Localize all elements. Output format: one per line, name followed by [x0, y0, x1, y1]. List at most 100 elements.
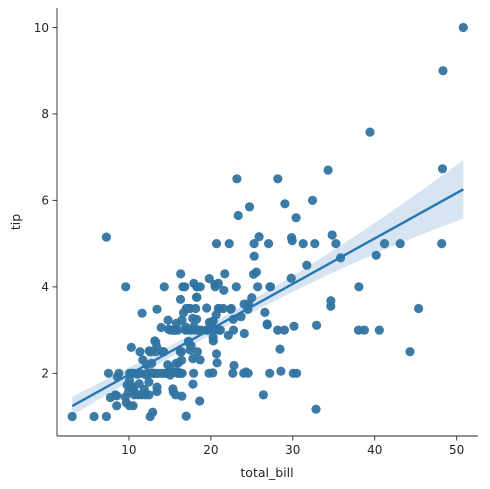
data-point — [228, 368, 238, 378]
x-ticks: 10 20 30 40 50 — [121, 436, 464, 457]
data-point — [311, 404, 321, 414]
data-point — [101, 411, 111, 422]
data-point — [273, 325, 283, 335]
data-point — [298, 239, 308, 249]
data-point — [121, 282, 131, 292]
data-point — [249, 239, 259, 249]
data-point — [128, 401, 138, 411]
data-point — [279, 325, 289, 335]
x-tick-label: 20 — [203, 443, 218, 457]
data-point — [323, 165, 333, 175]
data-point — [287, 236, 297, 246]
data-point — [233, 210, 243, 221]
data-point — [213, 278, 223, 288]
data-point — [228, 325, 239, 335]
y-tick-label: 4 — [41, 280, 49, 294]
data-point — [359, 325, 369, 335]
data-point — [188, 354, 198, 364]
data-point — [260, 307, 270, 317]
x-axis-label: total_bill — [240, 465, 293, 480]
data-point — [219, 285, 229, 295]
data-point — [103, 368, 114, 378]
data-point — [232, 174, 242, 184]
data-point — [177, 368, 187, 378]
data-point — [163, 315, 173, 325]
data-point — [247, 293, 257, 303]
data-point — [177, 355, 187, 365]
data-point — [231, 282, 241, 292]
x-tick-label: 40 — [367, 443, 382, 457]
plot-area — [67, 22, 468, 422]
data-point — [224, 239, 234, 249]
data-point — [302, 260, 312, 270]
y-axis-label: tip — [8, 214, 23, 230]
data-point — [327, 230, 337, 240]
data-point — [191, 303, 201, 314]
data-point — [211, 349, 222, 359]
data-point — [273, 174, 283, 184]
data-point — [189, 368, 199, 378]
data-point — [280, 199, 290, 209]
y-tick-label: 6 — [41, 194, 49, 208]
data-point — [264, 239, 274, 249]
data-point — [253, 282, 263, 292]
data-point — [251, 267, 261, 277]
data-point — [192, 292, 202, 302]
data-point — [195, 355, 205, 365]
data-point — [101, 232, 111, 242]
data-point — [195, 282, 205, 292]
data-point — [208, 368, 218, 378]
data-point — [354, 282, 364, 292]
y-tick-label: 10 — [34, 21, 49, 35]
data-point — [218, 303, 228, 314]
data-point — [208, 336, 218, 346]
data-point — [137, 308, 147, 318]
data-point — [310, 239, 320, 249]
data-point — [365, 127, 375, 137]
data-point — [405, 347, 415, 357]
data-point — [173, 325, 183, 335]
data-point — [254, 232, 264, 242]
data-point — [192, 314, 202, 324]
data-point — [186, 341, 196, 351]
data-point — [148, 407, 158, 417]
data-point — [202, 303, 212, 313]
data-point — [265, 282, 276, 292]
data-point — [211, 239, 222, 249]
data-point — [220, 269, 230, 279]
data-point — [414, 303, 424, 314]
data-point — [312, 320, 322, 330]
data-point — [114, 368, 124, 378]
data-point — [239, 328, 249, 339]
data-point — [144, 377, 154, 387]
data-point — [275, 344, 285, 354]
data-point — [438, 66, 448, 76]
data-point — [181, 411, 191, 421]
data-point — [379, 239, 390, 249]
data-point — [226, 303, 236, 314]
data-point — [229, 360, 239, 371]
data-point — [126, 342, 136, 352]
data-point — [152, 304, 162, 314]
data-point — [188, 379, 198, 389]
data-point — [243, 368, 253, 378]
points-layer — [67, 22, 468, 422]
data-point — [458, 22, 468, 33]
data-point — [195, 396, 205, 406]
regression-line — [71, 188, 464, 408]
data-point — [204, 274, 214, 284]
x-tick-label: 30 — [285, 443, 300, 457]
data-point — [395, 239, 405, 249]
x-tick-label: 50 — [449, 443, 464, 457]
data-point — [89, 411, 99, 422]
data-point — [331, 239, 341, 249]
data-point — [215, 325, 225, 335]
data-point — [258, 390, 268, 400]
data-point — [175, 294, 186, 304]
data-point — [265, 368, 275, 378]
data-point — [244, 202, 255, 212]
data-point — [159, 282, 169, 292]
data-point — [292, 368, 302, 378]
data-point — [192, 347, 202, 357]
